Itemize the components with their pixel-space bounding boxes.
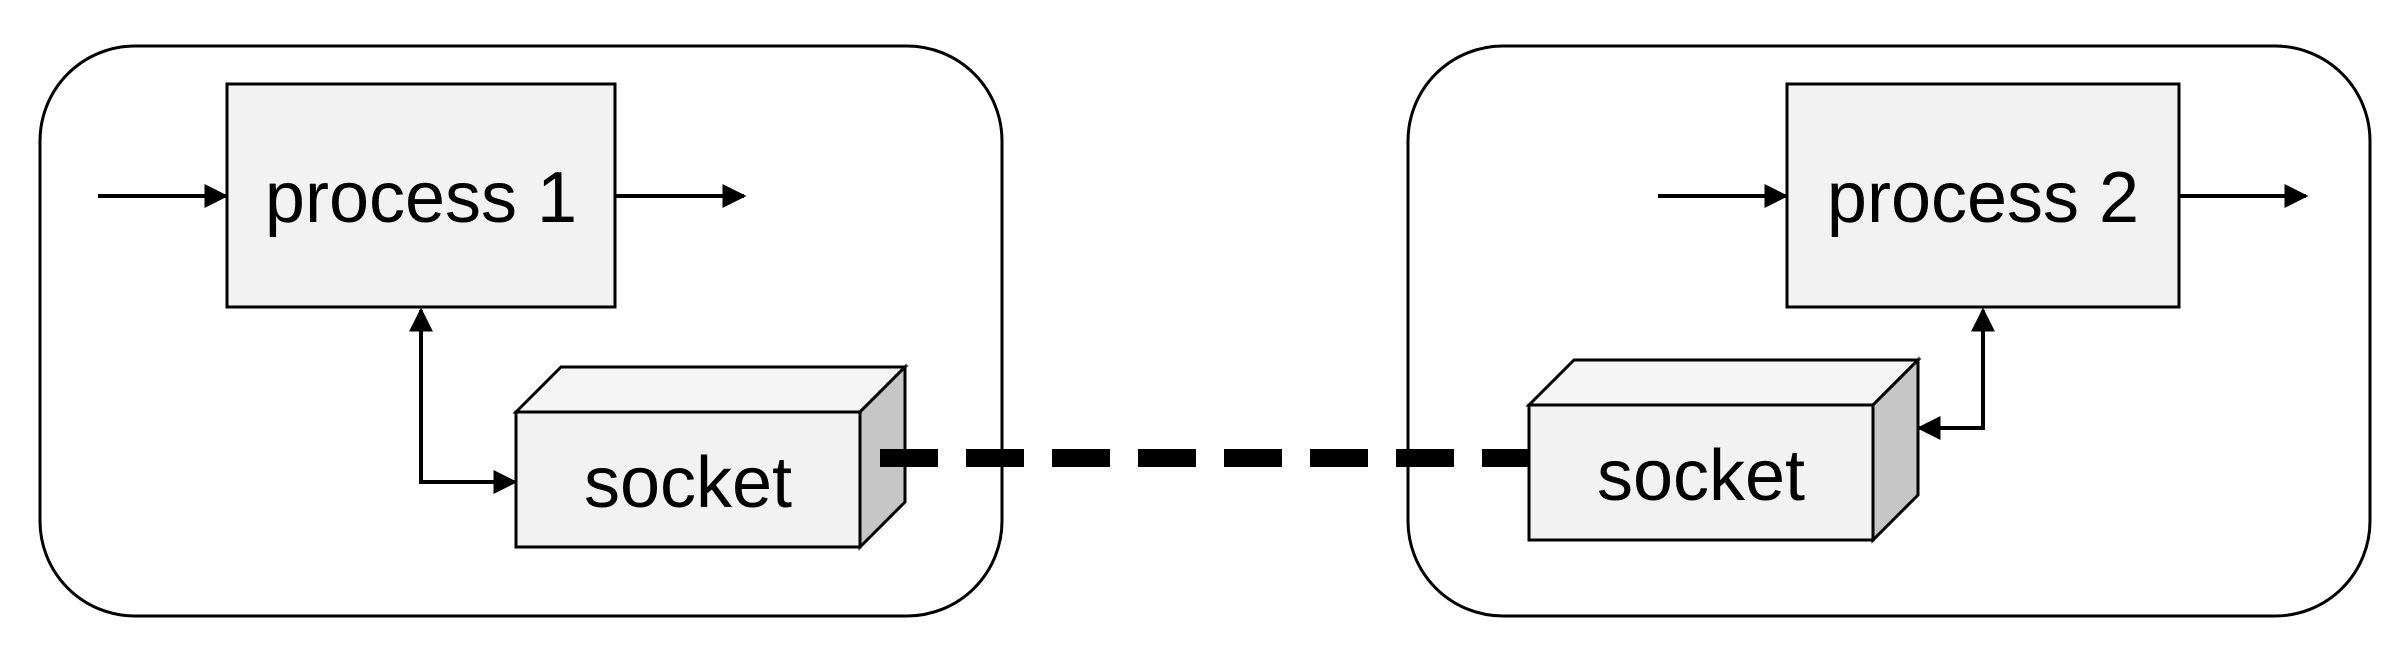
socket-1-label: socket <box>584 443 792 523</box>
process-2-label: process 2 <box>1827 158 2139 238</box>
host-2: process 2 socket <box>1406 44 2372 618</box>
process-2-socket-connector <box>1916 307 1995 440</box>
socket-2-top-face <box>1525 358 1922 407</box>
socket-2-front-face <box>1527 403 1875 542</box>
socket-2: socket <box>1525 356 1922 544</box>
process-2-box <box>1785 82 2181 309</box>
socket-2-label: socket <box>1597 436 1805 516</box>
host-1: process 1 socket <box>38 44 1004 618</box>
process-1-label: process 1 <box>265 158 577 238</box>
process-1-box <box>225 82 617 309</box>
socket-1: socket <box>512 363 909 551</box>
process-1-socket-connector <box>409 307 518 494</box>
socket-1-front-face <box>514 410 862 549</box>
socket-1-top-face <box>512 365 909 414</box>
